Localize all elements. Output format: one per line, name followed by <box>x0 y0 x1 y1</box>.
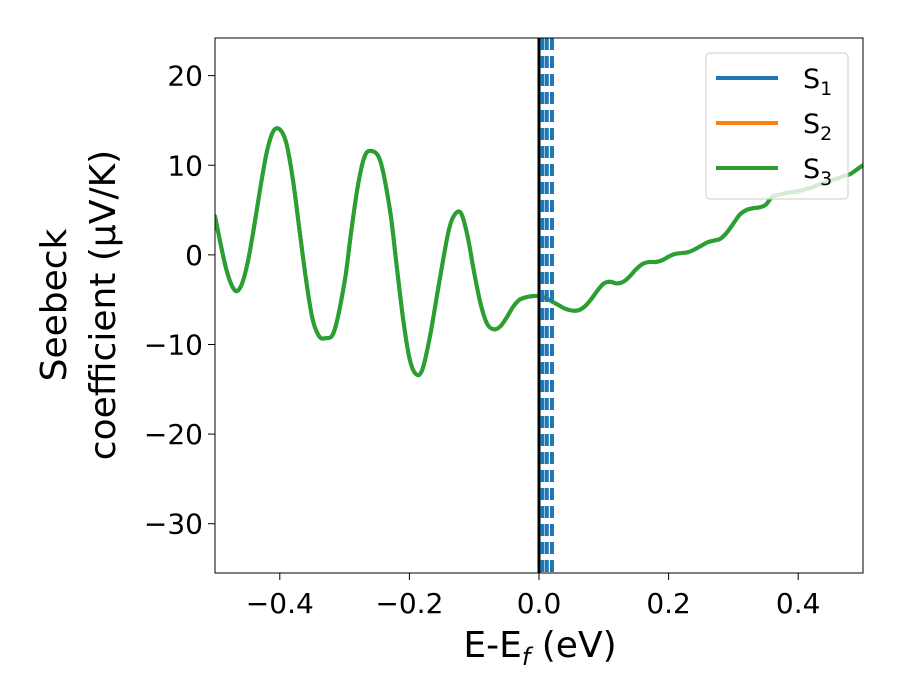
x-tick-label: −0.4 <box>246 587 314 620</box>
y-axis-label: Seebeck coefficient (μV/K) <box>34 150 124 460</box>
vertical-reference-lines <box>537 38 554 573</box>
x-tick-label: 0.0 <box>517 587 562 620</box>
legend-label-s3: S3 <box>803 154 832 190</box>
y-tick-label: −20 <box>144 418 203 451</box>
legend-label-s1: S1 <box>803 64 832 100</box>
y-axis-ticks: 20 10 0 −10 −20 −30 <box>144 60 215 541</box>
y-axis-label-line1: Seebeck <box>34 228 75 381</box>
legend: S1 S2 S3 <box>705 52 849 200</box>
y-axis-label-line2: coefficient (μV/K) <box>83 150 124 460</box>
legend-box <box>705 52 849 200</box>
y-tick-label: 20 <box>167 60 203 93</box>
y-tick-label: 0 <box>185 239 203 272</box>
y-tick-label: −10 <box>144 328 203 361</box>
x-axis-ticks: −0.4 −0.2 0.0 0.2 0.4 <box>246 573 821 620</box>
legend-label-s2: S2 <box>803 109 832 145</box>
x-axis-label: E-Ef (eV) <box>463 625 616 671</box>
x-tick-label: −0.2 <box>375 587 443 620</box>
x-tick-label: 0.2 <box>646 587 691 620</box>
y-tick-label: −30 <box>144 508 203 541</box>
y-tick-label: 10 <box>167 149 203 182</box>
x-tick-label: 0.4 <box>776 587 821 620</box>
